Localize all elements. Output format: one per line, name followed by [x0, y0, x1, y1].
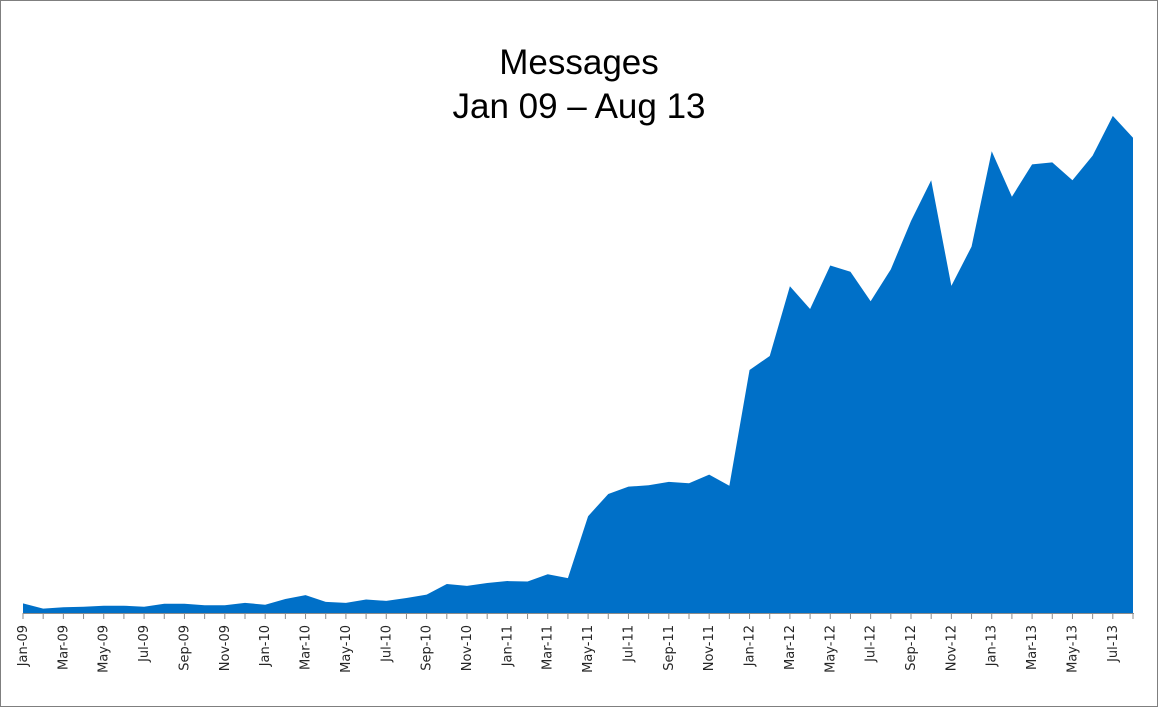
x-tick-label: Nov-12	[944, 625, 959, 671]
x-tick-label: Mar-10	[299, 625, 314, 670]
x-tick-label: May-13	[1065, 625, 1080, 673]
x-tick-label: Mar-11	[541, 625, 556, 670]
chart-title: Messages	[499, 43, 659, 82]
x-tick-label: Mar-13	[1025, 625, 1040, 670]
x-tick-label: Sep-12	[904, 625, 919, 671]
x-tick-label: Sep-10	[420, 625, 435, 671]
x-tick-label: Mar-12	[783, 625, 798, 670]
x-tick-label: Jan-11	[500, 625, 515, 667]
x-tick-label: Nov-09	[218, 625, 233, 671]
x-tick-label: Nov-10	[460, 625, 475, 671]
x-tick-label: May-10	[339, 625, 354, 673]
chart-subtitle: Jan 09 – Aug 13	[452, 87, 706, 126]
x-tick-label: Jan-12	[743, 625, 758, 667]
x-tick-label: May-09	[97, 625, 112, 673]
x-tick-label: Jul-12	[864, 625, 879, 663]
x-tick-label: Jul-11	[621, 625, 636, 663]
x-tick-label: Jul-10	[379, 625, 394, 663]
x-tick-label: Nov-11	[702, 625, 717, 671]
x-tick-label: May-11	[581, 625, 596, 673]
x-tick-label: Jan-10	[258, 625, 273, 667]
x-tick-label: Mar-09	[56, 625, 71, 670]
x-tick-label: Sep-11	[662, 625, 677, 671]
series-area	[23, 115, 1133, 614]
x-tick-label: Jul-13	[1106, 625, 1121, 663]
x-tick-label: Jul-09	[137, 625, 152, 663]
chart-title-block: Messages Jan 09 – Aug 13	[1, 41, 1157, 129]
x-tick-label: Sep-09	[177, 625, 192, 671]
x-tick-label: Jan-13	[985, 625, 1000, 667]
x-tick-label: May-12	[823, 625, 838, 673]
x-tick-label: Jan-09	[16, 625, 31, 667]
